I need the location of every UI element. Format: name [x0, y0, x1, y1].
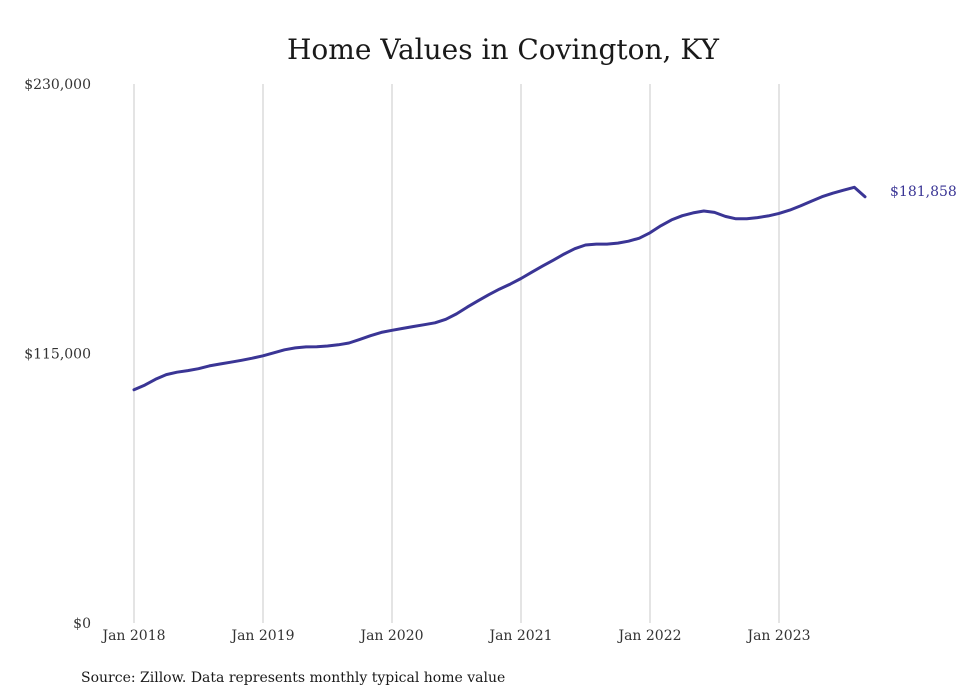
grid-layer [133, 84, 780, 623]
x-tick-label: Jan 2021 [487, 628, 552, 644]
y-axis: $0 $115,000 $230,000 [24, 77, 91, 632]
y-tick-label: $230,000 [24, 77, 91, 93]
x-axis: Jan 2018 Jan 2019 Jan 2020 Jan 2021 Jan 2022… [100, 628, 810, 644]
home-value-line [132, 185, 867, 392]
x-tick-label: Jan 2023 [745, 628, 810, 644]
chart-title: Home Values in Covington, KY [287, 33, 719, 66]
y-tick-label: $0 [73, 616, 91, 632]
x-tick-label: Jan 2018 [100, 628, 165, 644]
x-tick-label: Jan 2019 [229, 628, 294, 644]
y-tick-label: $115,000 [24, 347, 91, 363]
end-value-label: $181,858 [890, 184, 957, 200]
x-tick-label: Jan 2020 [358, 628, 423, 644]
source-note: Source: Zillow. Data represents monthly … [81, 670, 505, 686]
x-tick-label: Jan 2022 [616, 628, 681, 644]
